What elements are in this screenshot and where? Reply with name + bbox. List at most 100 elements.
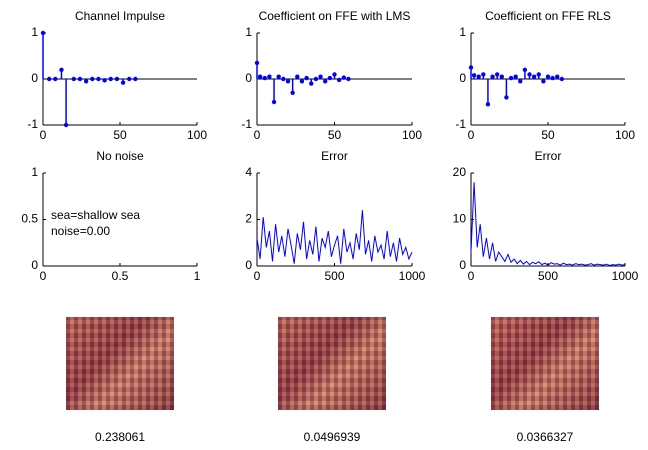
stem-marker <box>327 75 333 81</box>
stem-marker <box>290 90 295 96</box>
stem-marker <box>313 76 319 82</box>
x-tick-label: 500 <box>324 269 344 283</box>
stem-marker <box>71 76 77 82</box>
x-tick-label: 0 <box>254 128 261 142</box>
x-tick-label: 1000 <box>399 269 426 283</box>
stem-marker <box>508 75 514 81</box>
y-tick-label: 1 <box>459 25 466 39</box>
x-tick-label: 500 <box>538 269 558 283</box>
y-tick-label: 1 <box>245 25 252 39</box>
error-line <box>256 210 413 264</box>
x-tick-label: 0.5 <box>112 269 129 283</box>
stem-marker <box>346 76 351 82</box>
chart-title: Error <box>321 149 348 163</box>
y-tick-label: 0 <box>245 71 252 85</box>
stem-marker <box>499 74 504 79</box>
y-tick-label: 0.5 <box>21 212 38 226</box>
chart-title: Coefficient on FFE RLS <box>485 9 611 23</box>
stem-marker <box>304 75 309 81</box>
x-tick-label: 100 <box>187 128 207 142</box>
chart-title: No noise <box>96 149 144 163</box>
stem-marker <box>102 78 107 83</box>
stem-marker <box>299 79 305 84</box>
stem-marker <box>559 76 565 82</box>
y-tick-label: 0 <box>459 258 466 272</box>
x-tick-label: 0 <box>40 128 47 142</box>
stem-marker <box>536 72 541 77</box>
stem-marker <box>323 79 328 84</box>
x-tick-label: 0 <box>254 269 261 283</box>
stem-marker <box>114 76 120 82</box>
y-tick-label: 2 <box>245 212 252 226</box>
stem-marker <box>541 79 546 84</box>
stem-marker <box>341 75 346 80</box>
stem-marker <box>531 74 537 79</box>
stem-marker <box>90 76 95 82</box>
stem-marker <box>254 60 260 66</box>
annotation: sea=shallow sea <box>51 208 140 222</box>
chart-title: Error <box>535 149 562 163</box>
stem-marker <box>485 102 491 107</box>
stem-marker <box>285 79 291 84</box>
stem-marker <box>309 81 314 86</box>
stem-marker <box>545 74 551 79</box>
stem-marker <box>83 79 89 84</box>
stem-marker <box>127 76 132 82</box>
x-tick-label: 50 <box>541 128 555 142</box>
stem-marker <box>262 75 267 81</box>
x-tick-label: 50 <box>328 128 342 142</box>
stem-marker <box>257 74 263 79</box>
stem-marker <box>281 76 286 82</box>
y-tick-label: 0 <box>31 71 38 85</box>
y-tick-label: 4 <box>245 165 252 179</box>
image-caption: 0.0496939 <box>304 430 361 444</box>
stem-marker <box>504 95 509 100</box>
stem-marker <box>267 74 272 79</box>
x-tick-label: 0 <box>468 269 475 283</box>
chart-title: Channel Impulse <box>75 9 165 23</box>
stem-marker <box>527 72 532 77</box>
x-tick-label: 0 <box>40 269 47 283</box>
y-tick-label: -1 <box>27 117 38 131</box>
stem-marker <box>336 77 342 83</box>
stem-marker <box>494 72 500 77</box>
chart-title: Coefficient on FFE with LMS <box>259 9 411 23</box>
stem-marker <box>53 76 58 82</box>
stem-marker <box>77 76 83 82</box>
x-tick-label: 0 <box>468 128 475 142</box>
equalized-image <box>491 317 599 410</box>
stem-marker <box>550 75 555 81</box>
stem-marker <box>46 76 52 82</box>
equalized-image <box>66 317 174 410</box>
stem-marker <box>513 74 518 79</box>
stem-marker <box>276 74 281 79</box>
x-tick-label: 1000 <box>612 269 639 283</box>
stem-marker <box>332 72 337 77</box>
stem-marker <box>40 30 46 36</box>
y-tick-label: -1 <box>241 117 252 131</box>
annotation: noise=0.00 <box>51 224 110 238</box>
error-line <box>470 182 626 267</box>
y-tick-label: 1 <box>31 25 38 39</box>
equalized-image <box>278 317 386 410</box>
stem-marker <box>522 67 528 73</box>
stem-marker <box>96 76 101 82</box>
stem-marker <box>108 76 113 82</box>
stem-marker <box>318 74 323 79</box>
y-tick-label: -1 <box>455 117 466 131</box>
image-caption: 0.0366327 <box>517 430 574 444</box>
y-tick-label: 20 <box>453 165 467 179</box>
x-tick-label: 1 <box>194 269 201 283</box>
stem-marker <box>471 73 477 78</box>
y-tick-label: 0 <box>245 258 252 272</box>
y-tick-label: 10 <box>453 212 467 226</box>
stem-marker <box>481 72 486 77</box>
stem-marker <box>468 65 474 70</box>
stem-marker <box>59 67 64 73</box>
stem-marker <box>133 76 138 82</box>
x-tick-label: 100 <box>615 128 635 142</box>
x-tick-label: 50 <box>113 128 127 142</box>
stem-marker <box>120 80 126 85</box>
